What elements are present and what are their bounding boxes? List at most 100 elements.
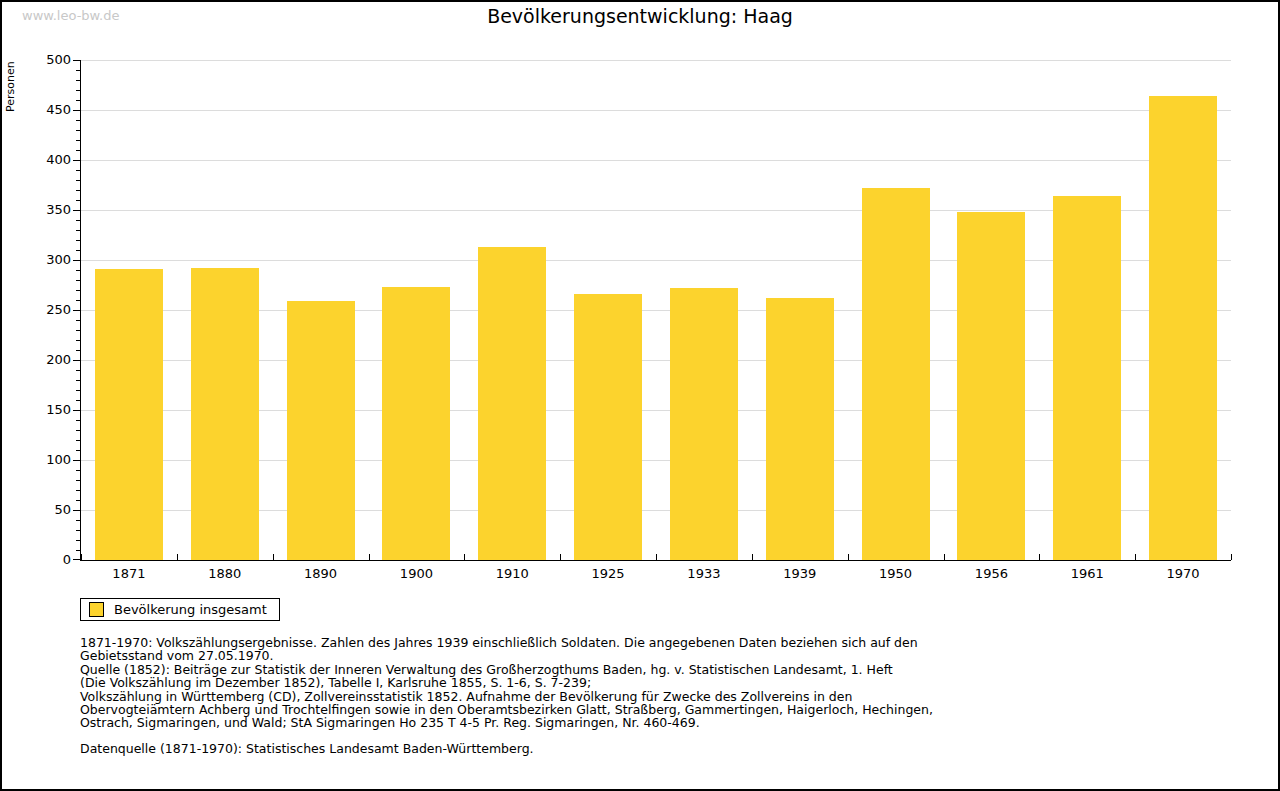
y-axis-title: Personen	[4, 55, 17, 119]
x-boundary-tick	[177, 554, 178, 560]
y-minor-tick	[76, 190, 81, 191]
y-minor-tick	[76, 340, 81, 341]
x-boundary-tick	[944, 554, 945, 560]
footnote-line: Quelle (1852): Beiträge zur Statistik de…	[80, 663, 933, 676]
x-tick-label: 1956	[944, 566, 1040, 581]
bar-1925	[574, 294, 642, 560]
y-major-tick	[73, 260, 81, 261]
y-tick-label: 500	[29, 53, 71, 67]
bar-1910	[478, 247, 546, 560]
x-tick-label: 1871	[81, 566, 177, 581]
y-minor-tick	[76, 330, 81, 331]
y-minor-tick	[76, 390, 81, 391]
bar-1900	[382, 287, 450, 560]
x-tick-label: 1939	[752, 566, 848, 581]
y-minor-tick	[76, 170, 81, 171]
y-major-tick	[73, 510, 81, 511]
y-minor-tick	[76, 270, 81, 271]
y-minor-tick	[76, 320, 81, 321]
y-minor-tick	[76, 240, 81, 241]
legend-swatch-icon	[89, 602, 104, 617]
y-major-tick	[73, 410, 81, 411]
y-minor-tick	[76, 530, 81, 531]
y-major-tick	[73, 559, 81, 560]
x-boundary-tick	[560, 554, 561, 560]
x-boundary-tick	[1039, 554, 1040, 560]
chart-window: www.leo-bw.de Bevölkerungsentwicklung: H…	[0, 0, 1280, 791]
y-tick-label: 450	[29, 103, 71, 117]
y-minor-tick	[76, 180, 81, 181]
bar-1890	[287, 301, 355, 560]
x-tick-label: 1900	[369, 566, 465, 581]
bar-1871	[95, 269, 163, 560]
y-tick-label: 200	[29, 353, 71, 367]
footnote-line: 1871-1970: Volkszählungsergebnisse. Zahl…	[80, 636, 933, 649]
x-boundary-tick	[752, 554, 753, 560]
y-minor-tick	[76, 490, 81, 491]
y-minor-tick	[76, 90, 81, 91]
bar-1970	[1149, 96, 1217, 560]
y-minor-tick	[76, 250, 81, 251]
y-minor-tick	[76, 230, 81, 231]
y-tick-label: 400	[29, 153, 71, 167]
footnote-line: Gebietsstand vom 27.05.1970.	[80, 649, 933, 662]
gridline	[81, 110, 1231, 111]
y-minor-tick	[76, 290, 81, 291]
y-minor-tick	[76, 380, 81, 381]
y-tick-label: 0	[29, 553, 71, 567]
y-minor-tick	[76, 450, 81, 451]
x-boundary-tick	[1135, 554, 1136, 560]
footnote-line: Ostrach, Sigmaringen, und Wald; StA Sigm…	[80, 716, 933, 729]
footnote-line: (Die Volkszählung im Dezember 1852), Tab…	[80, 676, 933, 689]
y-minor-tick	[76, 520, 81, 521]
y-minor-tick	[76, 150, 81, 151]
y-minor-tick	[76, 540, 81, 541]
footnote-line: Volkszählung in Württemberg (CD), Zollve…	[80, 690, 933, 703]
bar-1956	[957, 212, 1025, 560]
footnotes: 1871-1970: Volkszählungsergebnisse. Zahl…	[80, 636, 933, 730]
y-minor-tick	[76, 80, 81, 81]
y-minor-tick	[76, 430, 81, 431]
y-minor-tick	[76, 550, 81, 551]
x-tick-label: 1950	[848, 566, 944, 581]
y-minor-tick	[76, 100, 81, 101]
y-major-tick	[73, 60, 81, 61]
y-tick-label: 100	[29, 453, 71, 467]
y-minor-tick	[76, 400, 81, 401]
bar-1939	[766, 298, 834, 560]
y-minor-tick	[76, 350, 81, 351]
x-tick-label: 1880	[177, 566, 273, 581]
x-tick-label: 1970	[1135, 566, 1231, 581]
x-tick-label: 1925	[560, 566, 656, 581]
data-source-note: Datenquelle (1871-1970): Statistisches L…	[80, 741, 534, 756]
legend: Bevölkerung insgesamt	[80, 598, 280, 621]
footnote-line: Obervogteiämtern Achberg und Trochtelfin…	[80, 703, 933, 716]
y-minor-tick	[76, 130, 81, 131]
y-major-tick	[73, 160, 81, 161]
y-minor-tick	[76, 280, 81, 281]
y-tick-label: 250	[29, 303, 71, 317]
x-boundary-tick	[369, 554, 370, 560]
x-boundary-tick	[81, 554, 82, 560]
y-major-tick	[73, 210, 81, 211]
legend-label: Bevölkerung insgesamt	[114, 602, 267, 617]
x-boundary-tick	[848, 554, 849, 560]
y-minor-tick	[76, 420, 81, 421]
y-minor-tick	[76, 470, 81, 471]
y-tick-label: 50	[29, 503, 71, 517]
x-boundary-tick	[656, 554, 657, 560]
y-major-tick	[73, 460, 81, 461]
bar-1961	[1053, 196, 1121, 560]
y-tick-label: 300	[29, 253, 71, 267]
x-boundary-tick	[1231, 554, 1232, 560]
y-minor-tick	[76, 300, 81, 301]
y-minor-tick	[76, 120, 81, 121]
x-boundary-tick	[464, 554, 465, 560]
y-minor-tick	[76, 200, 81, 201]
y-minor-tick	[76, 140, 81, 141]
y-minor-tick	[76, 220, 81, 221]
bar-1933	[670, 288, 738, 560]
y-minor-tick	[76, 70, 81, 71]
chart-title: Bevölkerungsentwicklung: Haag	[2, 5, 1278, 27]
y-major-tick	[73, 310, 81, 311]
